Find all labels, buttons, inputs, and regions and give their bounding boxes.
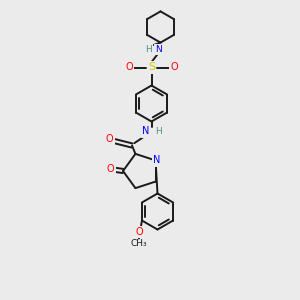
- Text: O: O: [136, 227, 143, 237]
- Text: S: S: [148, 62, 155, 73]
- Text: O: O: [106, 164, 114, 174]
- Text: H: H: [156, 127, 162, 136]
- Text: O: O: [170, 62, 178, 73]
- Text: N: N: [155, 45, 162, 54]
- Text: O: O: [106, 134, 113, 145]
- Text: N: N: [153, 155, 161, 165]
- Text: N: N: [142, 126, 150, 136]
- Text: CH₃: CH₃: [130, 239, 147, 248]
- Text: O: O: [125, 62, 133, 73]
- Text: H: H: [145, 45, 152, 54]
